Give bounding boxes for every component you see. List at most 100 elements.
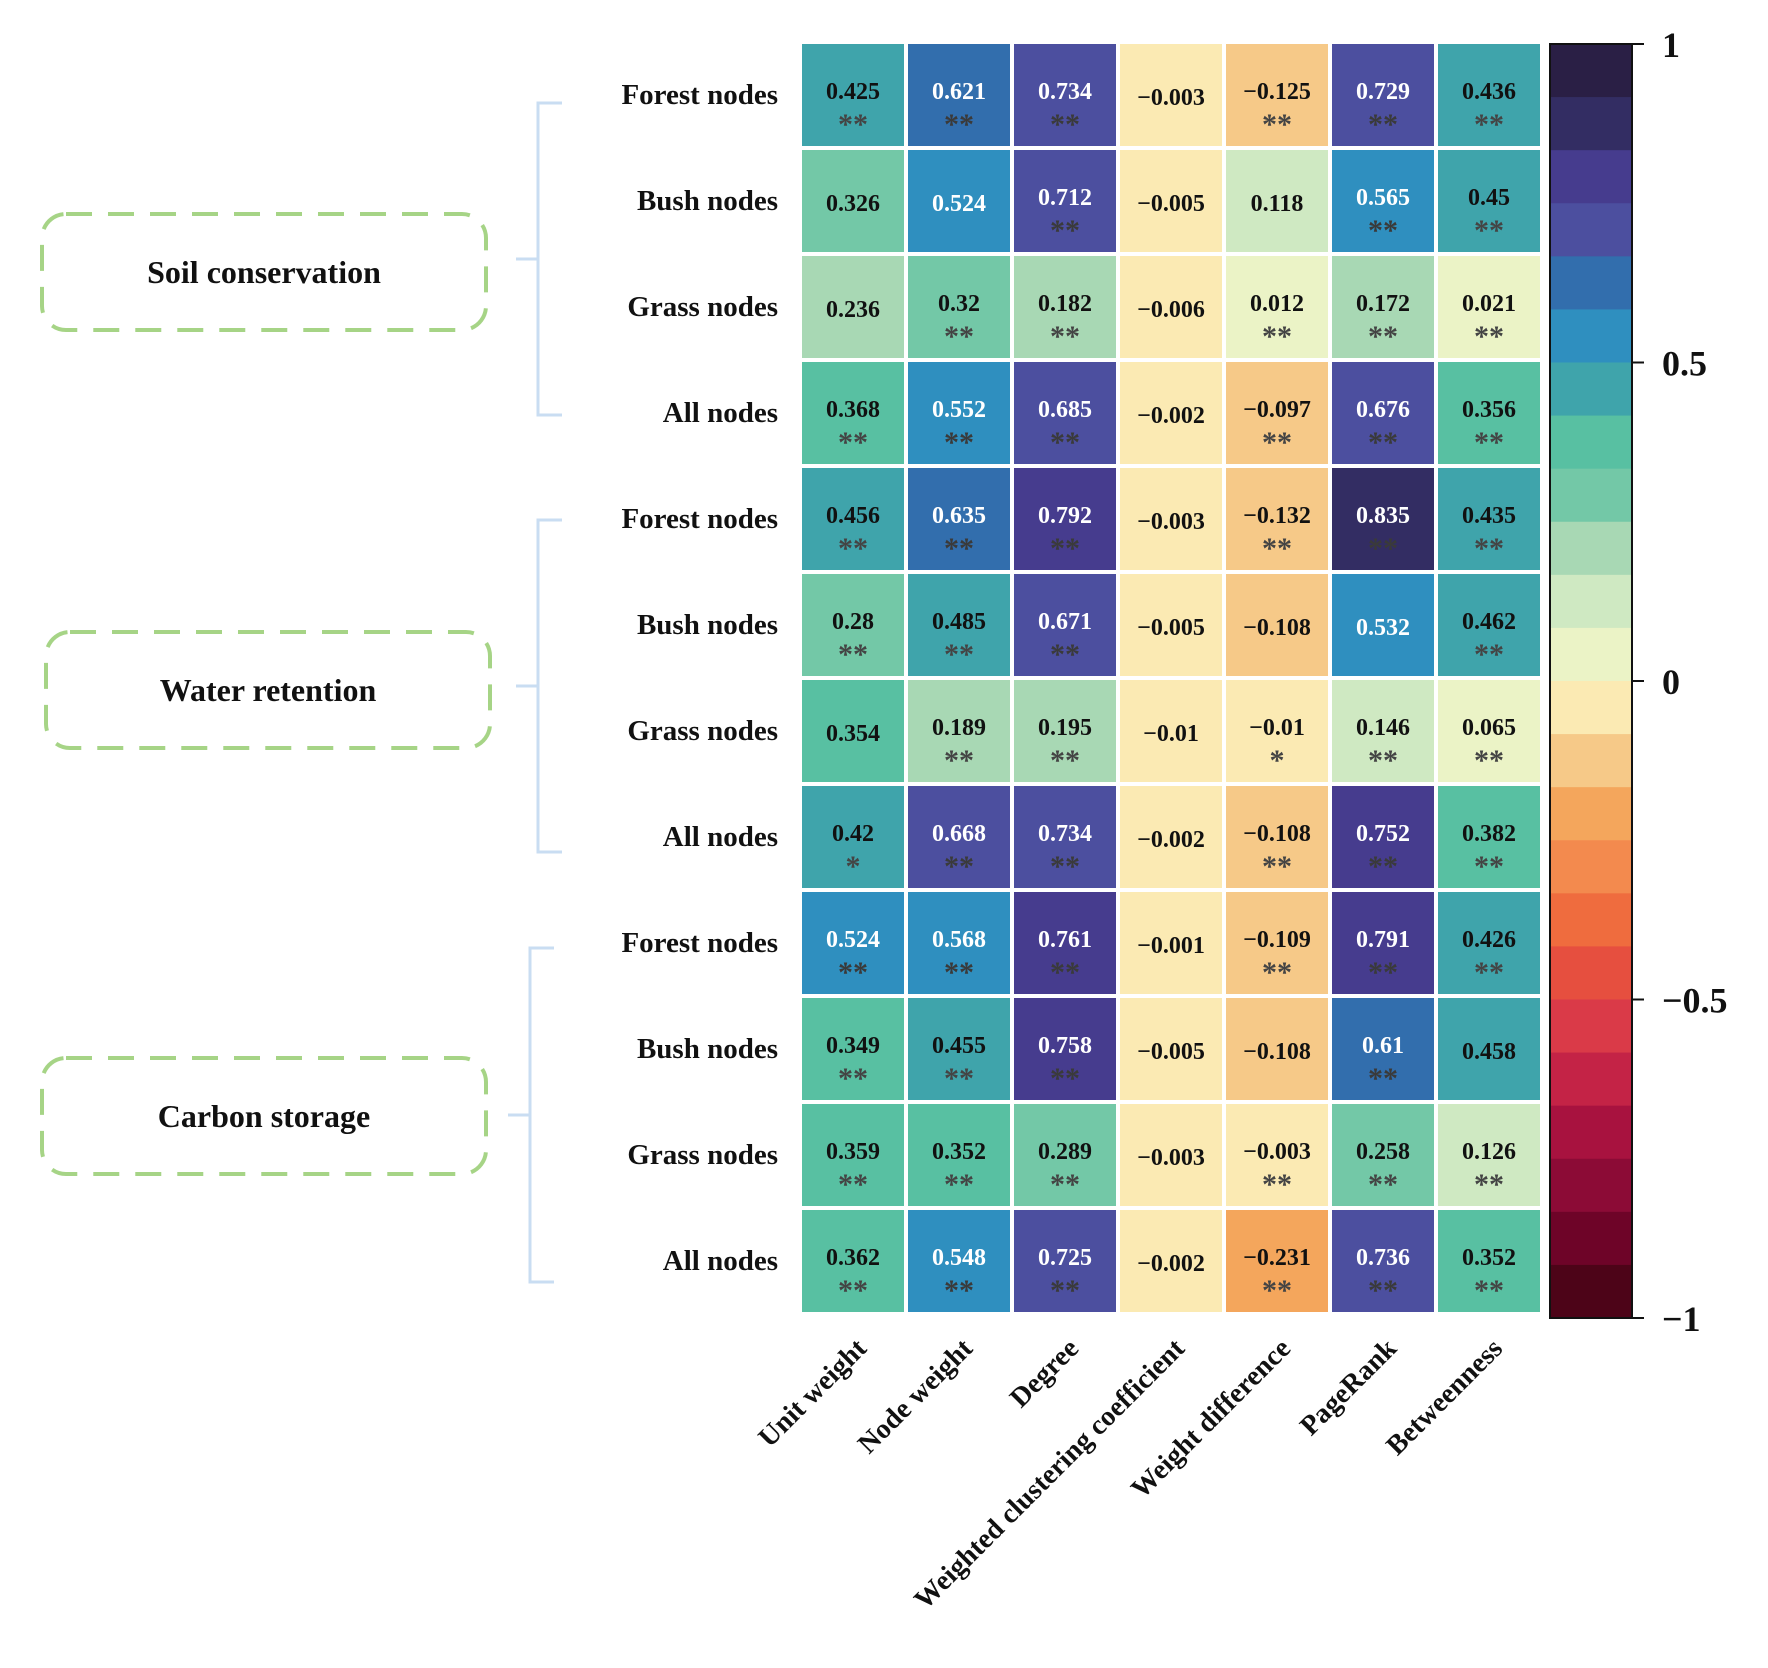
row-label: Grass nodes	[627, 1139, 778, 1171]
heatmap-cell	[1332, 1210, 1434, 1312]
significance-marker: **	[1262, 1274, 1292, 1307]
cell-value-label: 0.462	[1462, 609, 1516, 635]
heatmap-cell	[802, 786, 904, 888]
colorbar-bin	[1550, 787, 1632, 841]
cell-value-label: 0.456	[826, 503, 880, 529]
row-label: Forest nodes	[621, 927, 778, 959]
significance-marker: **	[838, 426, 868, 459]
heatmap-cell	[1120, 150, 1222, 252]
cell-value-label: −0.125	[1243, 79, 1311, 105]
cell-value-label: 0.734	[1038, 79, 1092, 105]
colorbar: 1 0.5 0 −0.5 −1	[1549, 25, 1728, 1339]
heatmap-cell	[1332, 1104, 1434, 1206]
colorbar-bin	[1550, 415, 1632, 470]
row-label: Bush nodes	[637, 609, 778, 641]
significance-marker: **	[944, 956, 974, 989]
significance-marker: **	[838, 532, 868, 565]
heatmap-cell	[1014, 1104, 1116, 1206]
heatmap-cell	[908, 574, 1010, 676]
cell-value-label: 0.734	[1038, 821, 1092, 847]
cell-value-label: 0.455	[932, 1033, 986, 1059]
heatmap-cell	[908, 468, 1010, 570]
cell-value-label: 0.126	[1462, 1139, 1516, 1165]
cell-value-label: 0.621	[932, 79, 986, 105]
significance-marker: **	[1050, 320, 1080, 353]
heatmap-cell	[1120, 1210, 1222, 1312]
cell-value-label: −0.005	[1137, 615, 1205, 641]
row-label: Bush nodes	[637, 185, 778, 217]
cell-value-label: 0.362	[826, 1245, 880, 1271]
significance-marker: **	[1474, 1274, 1504, 1307]
cell-value-label: 0.182	[1038, 291, 1092, 317]
significance-marker: **	[1050, 426, 1080, 459]
significance-marker: **	[1368, 426, 1398, 459]
heatmap-cell	[802, 256, 904, 358]
heatmap-cell	[1438, 362, 1540, 464]
heatmap-cell	[1226, 680, 1328, 782]
heatmap-cell	[1332, 44, 1434, 146]
heatmap-cell	[1014, 362, 1116, 464]
cell-value-label: 0.436	[1462, 79, 1516, 105]
row-label: Bush nodes	[637, 1033, 778, 1065]
column-label: PageRank	[1294, 1333, 1403, 1442]
heatmap-cell	[1332, 892, 1434, 994]
significance-marker: **	[1368, 1168, 1398, 1201]
heatmap-cell	[1014, 786, 1116, 888]
heatmap-cell	[802, 150, 904, 252]
cell-value-label: 0.356	[1462, 397, 1516, 423]
significance-marker: **	[1050, 638, 1080, 671]
heatmap-cell	[802, 1210, 904, 1312]
significance-marker: **	[1474, 744, 1504, 777]
cell-value-label: 0.289	[1038, 1139, 1092, 1165]
colorbar-bin	[1550, 1105, 1632, 1160]
significance-marker: **	[1368, 320, 1398, 353]
heatmap-cell	[1120, 44, 1222, 146]
colorbar-bin	[1550, 44, 1632, 98]
heatmap-cell	[908, 150, 1010, 252]
heatmap-cell	[908, 1210, 1010, 1312]
colorbar-bin	[1550, 1211, 1632, 1266]
cell-value-label: 0.835	[1356, 503, 1410, 529]
significance-marker: **	[1050, 850, 1080, 883]
significance-marker: **	[1474, 638, 1504, 671]
row-label: Grass nodes	[627, 715, 778, 747]
heatmap-cell	[802, 680, 904, 782]
significance-marker: **	[1050, 1274, 1080, 1307]
colorbar-tick-label: 0	[1662, 662, 1680, 702]
row-label: All nodes	[663, 821, 778, 853]
significance-marker: **	[1368, 744, 1398, 777]
cell-value-label: 0.568	[932, 927, 986, 953]
cell-value-label: 0.359	[826, 1139, 880, 1165]
cell-value-label: 0.752	[1356, 821, 1410, 847]
heatmap-cell	[1332, 362, 1434, 464]
significance-marker: **	[838, 638, 868, 671]
cell-value-label: −0.002	[1137, 403, 1205, 429]
significance-marker: **	[1050, 956, 1080, 989]
significance-marker: **	[838, 1062, 868, 1095]
cell-value-label: 0.485	[932, 609, 986, 635]
heatmap-cell	[1014, 574, 1116, 676]
heatmap-cell	[1438, 1210, 1540, 1312]
colorbar-tick-label: 1	[1662, 25, 1680, 65]
significance-marker: **	[1262, 532, 1292, 565]
colorbar-bin	[1550, 627, 1632, 682]
row-labels: Forest nodes Bush nodes Grass nodes All nod…	[621, 79, 778, 1277]
significance-marker: **	[944, 850, 974, 883]
colorbar-bin	[1550, 97, 1632, 151]
heatmap-cell	[1332, 256, 1434, 358]
colorbar-bin	[1550, 468, 1632, 523]
significance-marker: **	[1050, 108, 1080, 141]
heatmap-cell	[1226, 998, 1328, 1100]
heatmap-cell	[1438, 468, 1540, 570]
heatmap-cell	[802, 362, 904, 464]
heatmap-cell	[1332, 574, 1434, 676]
heatmap-cell	[908, 1104, 1010, 1206]
heatmap-cell	[1226, 44, 1328, 146]
significance-marker: **	[1262, 956, 1292, 989]
significance-marker: **	[944, 108, 974, 141]
cell-value-label: 0.791	[1356, 927, 1410, 953]
cell-value-label: 0.065	[1462, 715, 1516, 741]
significance-marker: **	[1368, 532, 1398, 565]
heatmap-cell	[1014, 468, 1116, 570]
